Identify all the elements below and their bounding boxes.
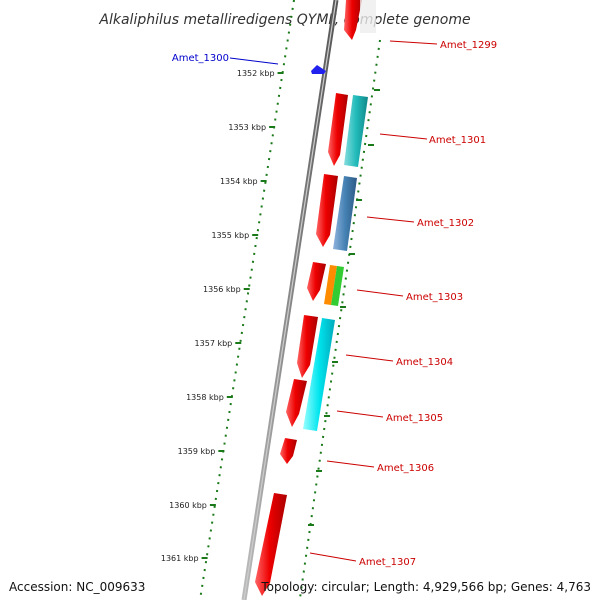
gene-amet-1306[interactable] <box>280 438 297 464</box>
label-amet-1299[interactable]: Amet_1299 <box>440 40 497 51</box>
gene-amet-1299[interactable] <box>344 0 376 40</box>
inner-ticks <box>308 89 380 526</box>
gene-amet-1302[interactable] <box>316 174 357 251</box>
gene-amet-1301[interactable] <box>328 93 368 167</box>
kbp-tick-label: 1353 kbp <box>228 123 266 132</box>
gene-amet-1303[interactable] <box>307 262 344 306</box>
accession-text: Accession: NC_009633 <box>9 580 146 594</box>
gene-amet-1304[interactable] <box>297 315 335 431</box>
gene-amet-1307[interactable] <box>255 493 287 596</box>
label-amet-1302[interactable]: Amet_1302 <box>417 218 474 229</box>
label-amet-1307[interactable]: Amet_1307 <box>359 557 416 568</box>
inner-tick-ring <box>299 39 381 599</box>
label-leaders <box>229 40 438 562</box>
kbp-tick-label: 1352 kbp <box>237 69 275 78</box>
genome-backbone-highlight <box>243 0 337 600</box>
label-amet-1300[interactable]: Amet_1300 <box>172 53 229 64</box>
label-amet-1301[interactable]: Amet_1301 <box>429 135 486 146</box>
label-amet-1303[interactable]: Amet_1303 <box>406 292 463 303</box>
map-title: Alkaliphilus metalliredigens QYMF, compl… <box>98 12 470 28</box>
tick-marks: 1352 kbp 1353 kbp 1354 kbp 1355 kbp 1356 kbp… <box>161 69 284 563</box>
topology-text: Topology: circular; Length: 4,929,566 bp… <box>261 580 591 594</box>
label-amet-1305[interactable]: Amet_1305 <box>386 413 443 424</box>
kbp-tick-label: 1355 kbp <box>211 231 249 240</box>
kbp-tick-label: 1360 kbp <box>169 501 207 510</box>
label-amet-1306[interactable]: Amet_1306 <box>377 463 434 474</box>
gene-amet-1300[interactable] <box>311 65 326 74</box>
kbp-tick-label: 1357 kbp <box>195 339 233 348</box>
gene-amet-1305[interactable] <box>286 379 307 427</box>
kbp-tick-label: 1356 kbp <box>203 285 241 294</box>
kbp-tick-label: 1354 kbp <box>220 177 258 186</box>
label-amet-1304[interactable]: Amet_1304 <box>396 357 453 368</box>
kbp-tick-label: 1358 kbp <box>186 393 224 402</box>
kbp-tick-label: 1359 kbp <box>178 447 216 456</box>
kbp-tick-label: 1361 kbp <box>161 554 199 563</box>
